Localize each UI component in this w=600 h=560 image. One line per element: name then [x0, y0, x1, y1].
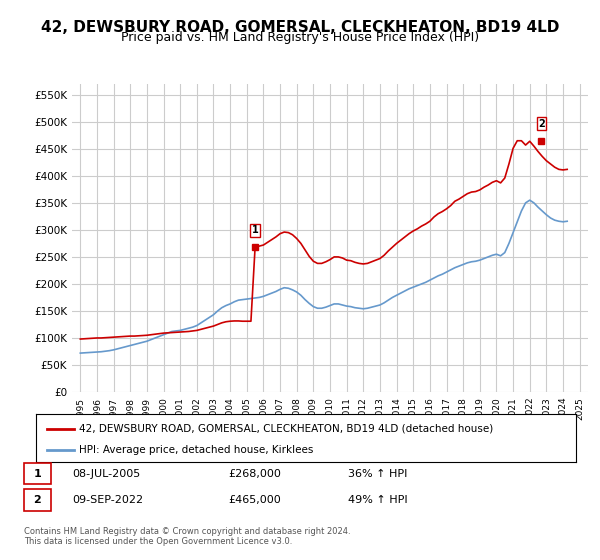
Text: 42, DEWSBURY ROAD, GOMERSAL, CLECKHEATON, BD19 4LD (detached house): 42, DEWSBURY ROAD, GOMERSAL, CLECKHEATON… — [79, 424, 493, 433]
Text: 2: 2 — [34, 495, 41, 505]
FancyBboxPatch shape — [24, 489, 51, 511]
FancyBboxPatch shape — [24, 463, 51, 484]
Text: 1: 1 — [252, 225, 259, 235]
Text: 2: 2 — [538, 119, 545, 129]
Text: 36% ↑ HPI: 36% ↑ HPI — [348, 469, 407, 479]
Text: £268,000: £268,000 — [228, 469, 281, 479]
Text: HPI: Average price, detached house, Kirklees: HPI: Average price, detached house, Kirk… — [79, 445, 314, 455]
Text: £465,000: £465,000 — [228, 495, 281, 505]
Text: Contains HM Land Registry data © Crown copyright and database right 2024.
This d: Contains HM Land Registry data © Crown c… — [24, 526, 350, 546]
Text: 08-JUL-2005: 08-JUL-2005 — [72, 469, 140, 479]
Text: 49% ↑ HPI: 49% ↑ HPI — [348, 495, 407, 505]
Text: 42, DEWSBURY ROAD, GOMERSAL, CLECKHEATON, BD19 4LD: 42, DEWSBURY ROAD, GOMERSAL, CLECKHEATON… — [41, 20, 559, 35]
Text: 09-SEP-2022: 09-SEP-2022 — [72, 495, 143, 505]
Text: Price paid vs. HM Land Registry's House Price Index (HPI): Price paid vs. HM Land Registry's House … — [121, 31, 479, 44]
Text: 1: 1 — [34, 469, 41, 479]
